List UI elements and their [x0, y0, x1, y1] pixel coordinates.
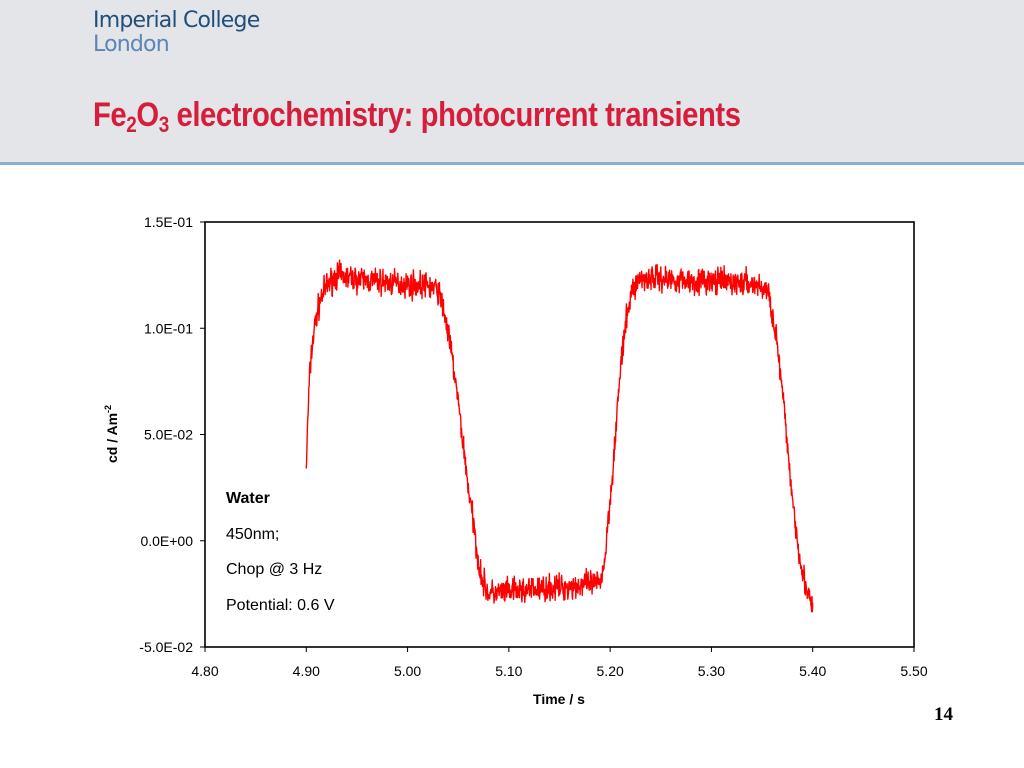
- page-number: 14: [934, 704, 953, 725]
- x-tick-label: 5.10: [495, 663, 522, 679]
- imperial-college-logo: Imperial College London: [93, 8, 260, 57]
- y-tick-label: 5.0E-02: [144, 427, 193, 443]
- annotation-potential: Potential: 0.6 V: [226, 597, 335, 614]
- logo-line-2: London: [93, 32, 170, 57]
- annotation-chop: Chop @ 3 Hz: [226, 561, 322, 578]
- slide-title: Fe2O3 electrochemistry: photocurrent tra…: [93, 96, 741, 138]
- x-tick-label: 5.50: [900, 663, 927, 679]
- title-sub-2: 2: [126, 112, 137, 137]
- logo-line-1: Imperial College: [93, 8, 260, 33]
- x-tick-label: 5.40: [799, 663, 826, 679]
- annotation-wavelength: 450nm;: [226, 526, 279, 543]
- title-sub-3: 3: [158, 112, 170, 137]
- y-tick-label: 0.0E+00: [140, 533, 193, 549]
- x-tick-label: 4.80: [191, 663, 218, 679]
- y-axis-label-exponent: -2: [103, 405, 113, 413]
- x-tick-label: 4.90: [293, 663, 320, 679]
- x-axis-ticks: 4.80 4.90 5.00 5.10 5.20 5.30 5.40 5.50: [191, 647, 928, 679]
- annotation-water: Water: [226, 490, 270, 507]
- y-axis-ticks: 1.5E-01 1.0E-01 5.0E-02 0.0E+00 -5.0E-02: [139, 214, 205, 655]
- y-tick-label: -5.0E-02: [139, 639, 193, 655]
- y-axis-label: cd / Am-2: [103, 405, 120, 463]
- x-tick-label: 5.00: [394, 663, 421, 679]
- title-part-o: O: [136, 96, 159, 134]
- title-part-fe: Fe: [93, 96, 127, 134]
- y-tick-label: 1.0E-01: [144, 320, 193, 336]
- photocurrent-series-line: [305, 259, 814, 613]
- x-tick-label: 5.30: [698, 663, 725, 679]
- annotation-block: Water 450nm; Chop @ 3 Hz Potential: 0.6 …: [226, 490, 335, 614]
- x-tick-label: 5.20: [597, 663, 624, 679]
- x-axis-label: Time / s: [533, 691, 585, 707]
- y-tick-label: 1.5E-01: [144, 214, 193, 230]
- title-part-rest: electrochemistry: photocurrent transient…: [168, 96, 741, 134]
- slide-header: Imperial College London Fe2O3 electroche…: [0, 0, 1024, 165]
- y-axis-label-main: cd / Am: [104, 413, 120, 463]
